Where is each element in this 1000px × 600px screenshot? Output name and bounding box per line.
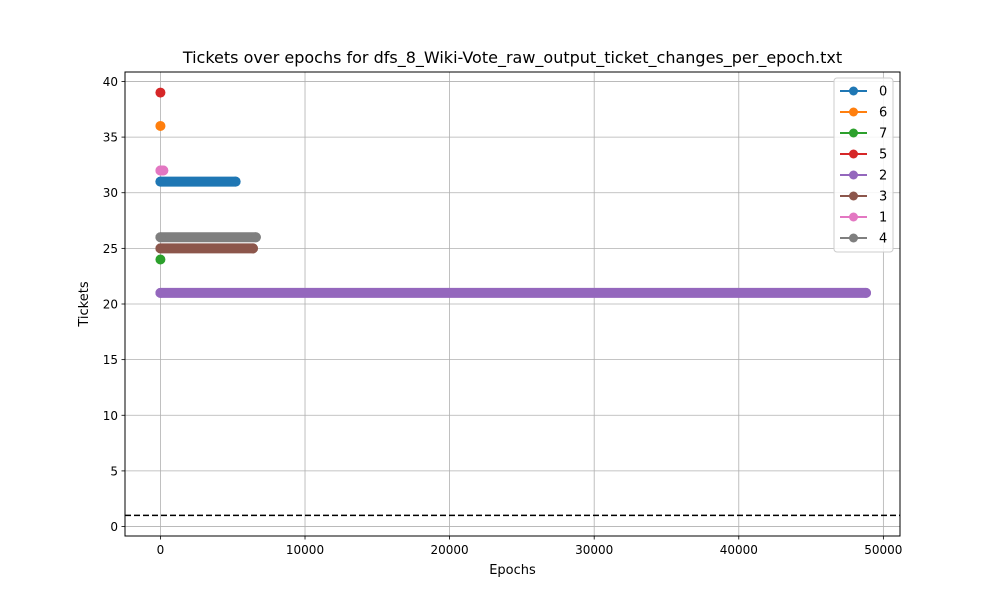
series-7 [155,254,166,265]
x-tick-label: 30000 [575,543,613,557]
series-0 [155,176,241,187]
data-point [155,176,166,187]
legend-swatch-marker [849,212,858,222]
legend-swatch-marker [849,149,858,159]
series-3 [155,243,258,254]
series-2 [155,287,872,298]
legend-swatch-marker [849,107,858,117]
legend-swatch-marker [849,128,858,138]
data-point [155,243,166,254]
y-tick-label: 5 [110,464,118,478]
x-axis-label: Epochs [489,563,536,578]
x-tick-label: 40000 [720,543,758,557]
data-point [155,87,166,98]
legend-swatch-marker [849,86,858,96]
legend-label: 4 [879,232,887,247]
legend-label: 3 [879,190,887,205]
legend-label: 7 [879,127,887,142]
y-tick-label: 30 [103,186,118,200]
plot-layer [125,87,900,517]
legend-label: 2 [879,169,887,184]
legend: 0 6 7 5 2 3 1 4 [833,77,894,253]
data-point [155,254,166,265]
y-tick-label: 35 [103,131,118,145]
data-point [250,232,261,243]
data-point [158,165,169,176]
legend-label: 6 [879,106,887,121]
tick-layer: 0 10000 20000 30000 40000 5000005101520253035… [103,75,903,557]
x-tick-label: 10000 [286,543,324,557]
legend-swatch-marker [849,191,858,201]
y-tick-label: 25 [103,242,118,256]
series-1 [155,165,169,176]
legend-item-6: 6 [840,106,887,121]
legend-swatch-marker [849,170,858,180]
y-tick-label: 10 [103,409,118,423]
legend-item-5: 5 [840,148,887,163]
legend-label: 5 [879,148,887,163]
x-tick-label: 50000 [864,543,902,557]
legend-label: 1 [879,211,887,226]
legend-item-0: 0 [840,85,887,100]
y-tick-label: 0 [110,520,118,534]
legend-item-4: 4 [840,232,887,247]
data-point [247,243,258,254]
grid-layer [125,72,900,536]
legend-item-7: 7 [840,127,887,142]
y-axis-label: Tickets [77,281,92,327]
series-4 [155,232,261,243]
data-point [155,232,166,243]
y-tick-label: 20 [103,298,118,312]
data-point [155,287,166,298]
x-tick-label: 0 [157,543,165,557]
y-tick-label: 40 [103,75,118,89]
legend-item-1: 1 [840,211,887,226]
y-tick-label: 15 [103,353,118,367]
legend-label: 0 [879,85,887,100]
x-tick-label: 20000 [431,543,469,557]
data-point [155,120,166,131]
legend-box [833,77,894,253]
chart-title: Tickets over epochs for dfs_8_Wiki-Vote_… [182,48,842,68]
series-5 [155,87,166,98]
series-6 [155,120,166,131]
legend-swatch-marker [849,233,858,243]
legend-item-2: 2 [840,169,887,184]
data-point [230,176,241,187]
data-point [861,287,872,298]
legend-item-3: 3 [840,190,887,205]
